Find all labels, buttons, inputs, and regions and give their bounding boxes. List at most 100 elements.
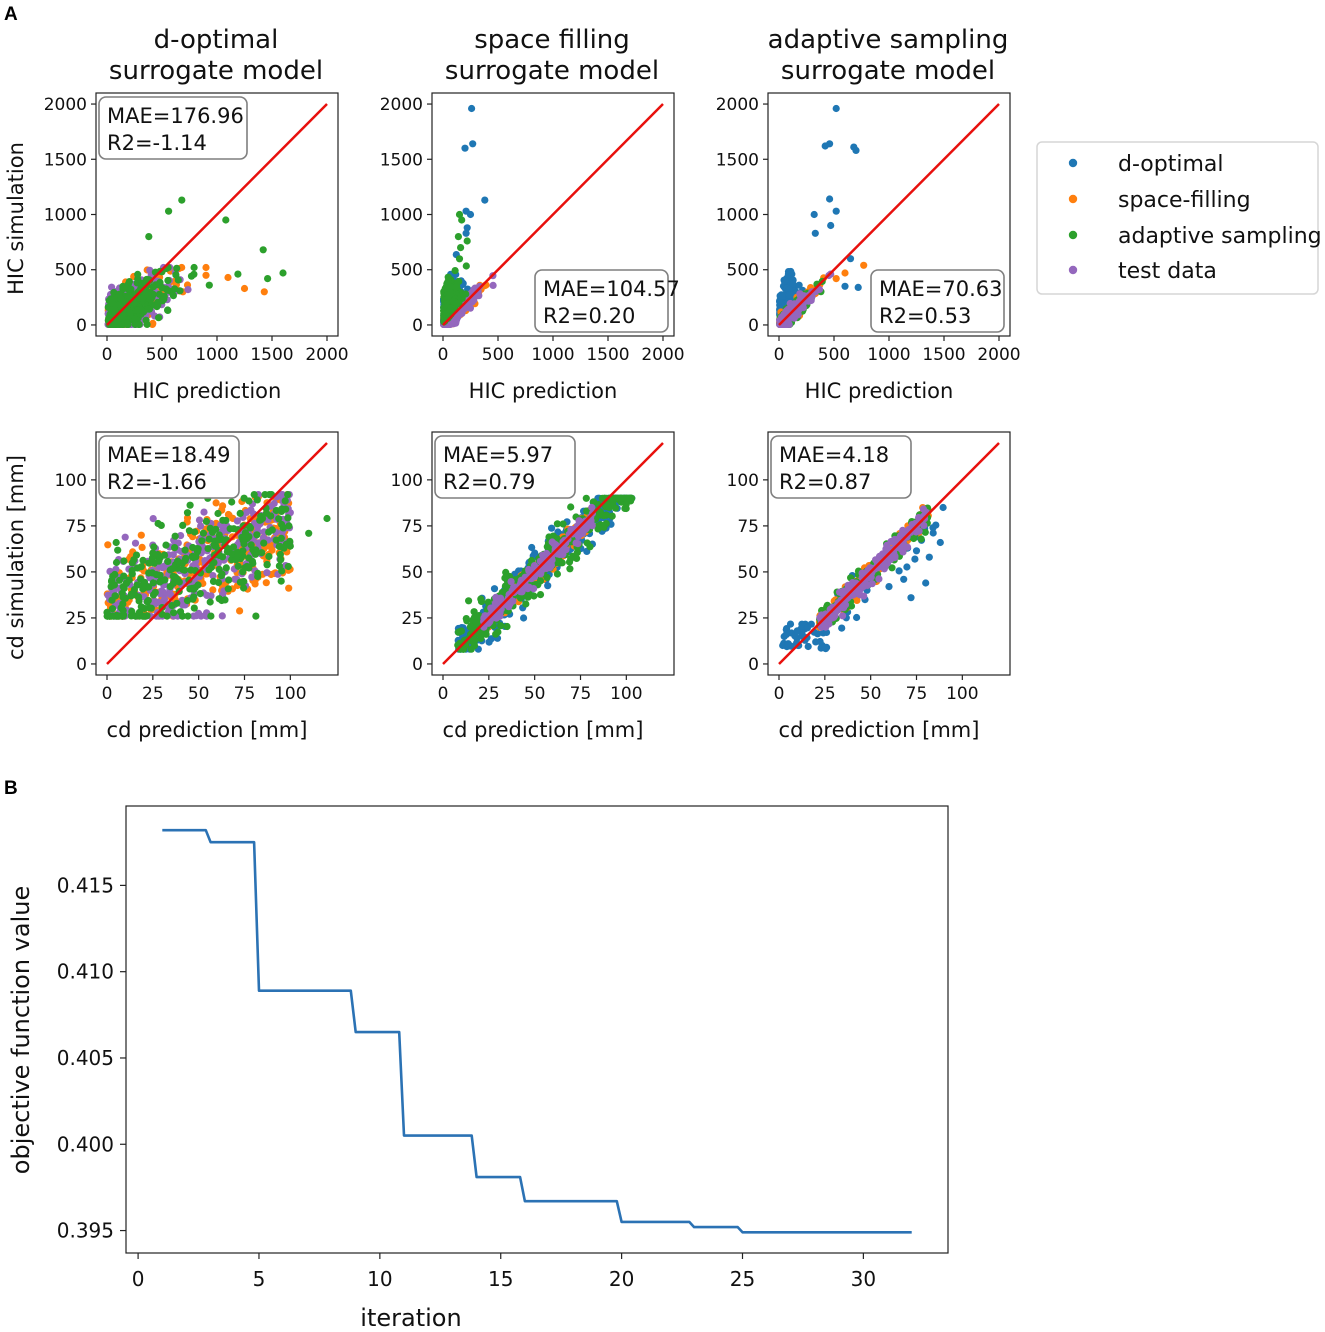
y-tick-label: 0 bbox=[748, 316, 759, 336]
point-adaptive-sampling bbox=[187, 566, 195, 574]
point-adaptive-sampling bbox=[272, 506, 280, 515]
point-adaptive-sampling bbox=[165, 207, 173, 215]
point-adaptive-sampling bbox=[463, 237, 471, 245]
point-adaptive-sampling bbox=[147, 296, 155, 304]
point-adaptive-sampling bbox=[567, 503, 575, 511]
point-adaptive-sampling bbox=[130, 556, 138, 564]
point-adaptive-sampling bbox=[446, 306, 454, 314]
y-tick-label: 1000 bbox=[44, 206, 87, 226]
point-adaptive-sampling bbox=[174, 276, 182, 284]
point-adaptive-sampling bbox=[151, 588, 159, 597]
point-adaptive-sampling bbox=[118, 589, 126, 597]
point-adaptive-sampling bbox=[144, 596, 152, 605]
point-d-optimal bbox=[520, 614, 528, 622]
point-d-optimal bbox=[810, 210, 818, 219]
point-space-filling bbox=[104, 541, 112, 549]
point-adaptive-sampling bbox=[522, 600, 530, 608]
point-d-optimal bbox=[939, 503, 947, 512]
point-adaptive-sampling bbox=[156, 278, 164, 286]
point-adaptive-sampling bbox=[245, 522, 253, 531]
y-tick-label: 0 bbox=[76, 316, 87, 336]
point-adaptive-sampling bbox=[447, 283, 455, 291]
point-d-optimal bbox=[822, 628, 831, 637]
point-adaptive-sampling bbox=[187, 272, 196, 280]
x-tick-label: 2000 bbox=[305, 345, 348, 365]
point-adaptive-sampling bbox=[454, 233, 462, 241]
identity-line bbox=[442, 442, 664, 665]
stat-r2: R2=-1.14 bbox=[107, 131, 207, 155]
point-adaptive-sampling bbox=[888, 564, 896, 572]
point-adaptive-sampling bbox=[622, 500, 630, 508]
points-layer bbox=[440, 103, 664, 328]
point-adaptive-sampling bbox=[171, 285, 179, 293]
point-adaptive-sampling bbox=[465, 597, 473, 605]
point-test-data bbox=[263, 569, 271, 577]
point-adaptive-sampling bbox=[267, 512, 275, 520]
x-axis-label: HIC prediction bbox=[805, 379, 954, 403]
point-adaptive-sampling bbox=[179, 565, 187, 574]
point-adaptive-sampling bbox=[248, 557, 256, 565]
point-adaptive-sampling bbox=[239, 536, 247, 545]
point-adaptive-sampling bbox=[174, 557, 182, 565]
point-space-filling bbox=[183, 514, 192, 522]
points-layer bbox=[776, 103, 1000, 328]
point-d-optimal bbox=[838, 624, 846, 632]
stat-mae: MAE=70.63 bbox=[879, 277, 1002, 301]
point-adaptive-sampling bbox=[194, 581, 202, 589]
point-test-data bbox=[131, 539, 140, 547]
point-adaptive-sampling bbox=[202, 517, 210, 526]
point-test-data bbox=[197, 522, 205, 530]
point-d-optimal bbox=[811, 229, 819, 237]
point-adaptive-sampling bbox=[131, 591, 139, 599]
point-adaptive-sampling bbox=[125, 576, 133, 584]
point-d-optimal bbox=[544, 582, 552, 590]
x-tick-label: 100 bbox=[274, 684, 306, 704]
stat-r2: R2=0.20 bbox=[543, 304, 635, 328]
point-adaptive-sampling bbox=[206, 598, 214, 606]
stat-r2: R2=0.79 bbox=[443, 470, 535, 494]
point-adaptive-sampling bbox=[222, 516, 230, 525]
x-tick-label: 1500 bbox=[922, 345, 965, 365]
point-d-optimal bbox=[821, 643, 829, 652]
point-adaptive-sampling bbox=[446, 290, 454, 298]
point-adaptive-sampling bbox=[119, 583, 127, 591]
point-adaptive-sampling bbox=[199, 529, 207, 537]
identity-line bbox=[442, 103, 664, 326]
point-adaptive-sampling bbox=[323, 514, 331, 523]
point-adaptive-sampling bbox=[123, 284, 131, 293]
point-adaptive-sampling bbox=[276, 550, 284, 559]
points-layer bbox=[442, 442, 664, 665]
x-tick-label: 1500 bbox=[250, 345, 293, 365]
point-adaptive-sampling bbox=[589, 498, 598, 506]
point-space-filling bbox=[209, 586, 217, 594]
point-adaptive-sampling bbox=[181, 556, 189, 565]
point-d-optimal bbox=[804, 642, 812, 651]
y-tick-label: 0 bbox=[412, 655, 423, 675]
point-space-filling bbox=[138, 543, 146, 552]
point-d-optimal bbox=[929, 529, 937, 537]
point-adaptive-sampling bbox=[186, 501, 194, 509]
point-space-filling bbox=[236, 607, 244, 615]
point-adaptive-sampling bbox=[279, 269, 287, 277]
point-test-data bbox=[248, 573, 256, 581]
y-tick-label: 0 bbox=[76, 655, 87, 675]
point-adaptive-sampling bbox=[139, 556, 147, 565]
point-test-data bbox=[466, 304, 474, 312]
point-adaptive-sampling bbox=[150, 543, 158, 551]
point-adaptive-sampling bbox=[240, 584, 248, 592]
point-test-data bbox=[259, 534, 268, 542]
point-adaptive-sampling bbox=[477, 597, 486, 606]
point-adaptive-sampling bbox=[263, 560, 271, 569]
point-d-optimal bbox=[922, 579, 930, 587]
point-d-optimal bbox=[821, 142, 829, 150]
point-test-data bbox=[177, 532, 185, 540]
point-test-data bbox=[559, 550, 567, 558]
point-adaptive-sampling bbox=[556, 559, 564, 567]
point-d-optimal bbox=[895, 567, 903, 575]
point-d-optimal bbox=[841, 282, 849, 290]
point-adaptive-sampling bbox=[162, 541, 170, 549]
point-adaptive-sampling bbox=[125, 278, 133, 286]
